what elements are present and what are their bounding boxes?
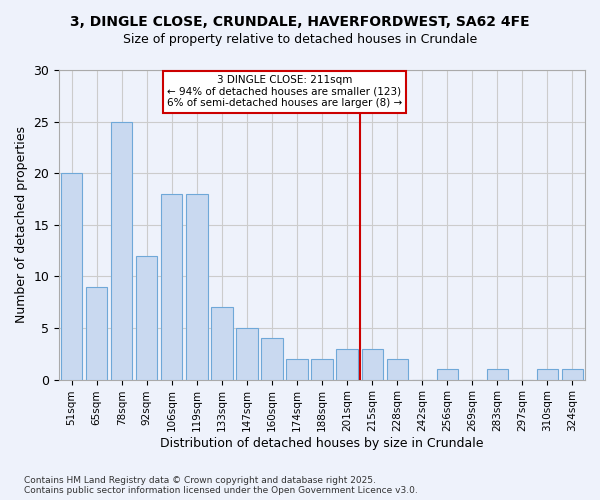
Bar bbox=[487, 370, 508, 380]
Bar bbox=[186, 194, 208, 380]
Bar bbox=[337, 348, 358, 380]
Bar bbox=[161, 194, 182, 380]
Bar bbox=[311, 359, 333, 380]
Bar bbox=[562, 370, 583, 380]
Bar bbox=[437, 370, 458, 380]
Bar bbox=[286, 359, 308, 380]
Bar bbox=[61, 173, 82, 380]
X-axis label: Distribution of detached houses by size in Crundale: Distribution of detached houses by size … bbox=[160, 437, 484, 450]
Bar bbox=[211, 308, 233, 380]
Bar bbox=[262, 338, 283, 380]
Bar bbox=[111, 122, 133, 380]
Bar bbox=[362, 348, 383, 380]
Text: Size of property relative to detached houses in Crundale: Size of property relative to detached ho… bbox=[123, 32, 477, 46]
Bar bbox=[537, 370, 558, 380]
Text: 3, DINGLE CLOSE, CRUNDALE, HAVERFORDWEST, SA62 4FE: 3, DINGLE CLOSE, CRUNDALE, HAVERFORDWEST… bbox=[70, 15, 530, 29]
Text: 3 DINGLE CLOSE: 211sqm
← 94% of detached houses are smaller (123)
6% of semi-det: 3 DINGLE CLOSE: 211sqm ← 94% of detached… bbox=[167, 75, 402, 108]
Bar bbox=[136, 256, 157, 380]
Text: Contains HM Land Registry data © Crown copyright and database right 2025.
Contai: Contains HM Land Registry data © Crown c… bbox=[24, 476, 418, 495]
Bar bbox=[386, 359, 408, 380]
Bar bbox=[236, 328, 257, 380]
Bar bbox=[86, 286, 107, 380]
Y-axis label: Number of detached properties: Number of detached properties bbox=[15, 126, 28, 324]
